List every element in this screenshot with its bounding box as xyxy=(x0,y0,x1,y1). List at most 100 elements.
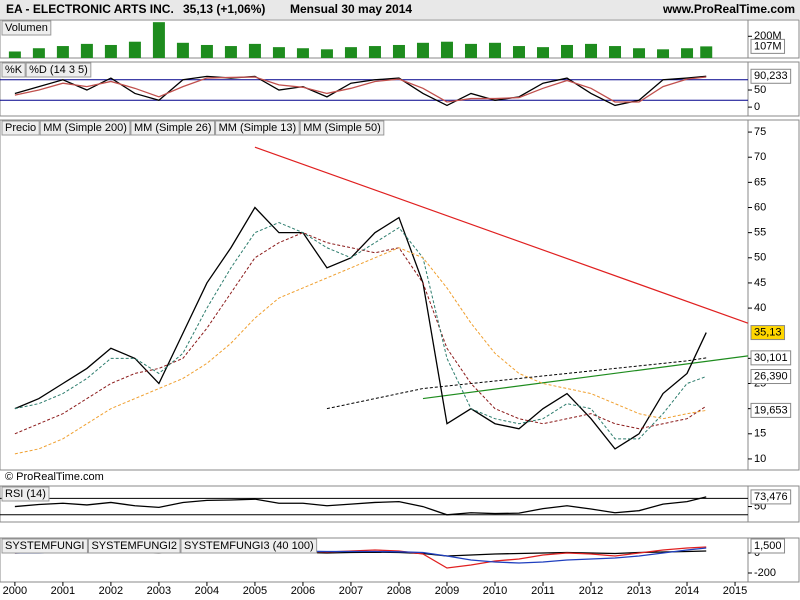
last-value-box xyxy=(750,350,792,366)
last-value-box xyxy=(750,489,792,505)
volume-bar xyxy=(344,47,357,58)
last-value-box xyxy=(750,402,792,418)
volume-bar xyxy=(80,43,93,58)
last-value-label: 26,390 xyxy=(754,370,788,382)
series-line xyxy=(14,222,707,440)
volume-bar xyxy=(633,48,646,58)
x-tick-label: 2001 xyxy=(51,585,75,597)
volume-bar xyxy=(128,41,141,58)
legend-box xyxy=(87,538,181,554)
last-value-box xyxy=(750,538,786,554)
volume-bar xyxy=(296,48,309,58)
header-bar xyxy=(0,0,800,19)
volume-bar xyxy=(561,44,574,58)
period: Mensual 30 may 2014 xyxy=(290,2,412,16)
volume-bar xyxy=(536,47,549,58)
legend-box xyxy=(1,538,88,554)
last-value-label: 73,476 xyxy=(754,491,788,503)
x-tick-label: 2011 xyxy=(531,585,555,597)
series-line xyxy=(14,206,707,450)
trend-line xyxy=(422,355,749,400)
volume-bar xyxy=(248,43,261,58)
legend-box xyxy=(215,120,300,136)
y-tick-label: 50 xyxy=(754,500,766,512)
legend-entry: Precio xyxy=(5,122,36,134)
legend-box xyxy=(1,486,50,502)
last-value-label: 107M xyxy=(754,40,782,52)
legend-entry: MM (Simple 26) xyxy=(134,122,212,134)
x-tick-label: 2007 xyxy=(339,585,363,597)
last-value-box xyxy=(750,68,792,84)
symbol: EA - ELECTRONIC ARTS INC. xyxy=(6,2,174,16)
legend-entry: MM (Simple 200) xyxy=(43,122,127,134)
volume-bar xyxy=(200,44,213,58)
y-tick-label: 15 xyxy=(754,428,766,440)
last-value-label: 90,233 xyxy=(754,70,788,82)
trend-line xyxy=(254,146,749,324)
last-value-box xyxy=(750,38,786,54)
legend-entry: SYSTEMFUNGI3 (40 100) xyxy=(184,540,314,552)
legend-box xyxy=(1,20,52,36)
x-tick-label: 2008 xyxy=(387,585,411,597)
volume-bar xyxy=(104,44,117,58)
legend-box xyxy=(299,120,385,136)
y-tick-label: 40 xyxy=(754,302,766,314)
x-tick-label: 2014 xyxy=(675,585,699,597)
site: www.ProRealTime.com xyxy=(662,2,795,16)
y-tick-label: 55 xyxy=(754,227,766,239)
volume-bar xyxy=(368,46,381,58)
y-tick-label: 75 xyxy=(754,126,766,138)
legend-entry: SYSTEMFUNGI xyxy=(5,540,84,552)
panel-frame xyxy=(0,537,800,583)
volume-bar xyxy=(464,43,477,58)
x-tick-label: 2000 xyxy=(3,585,27,597)
last-value-box xyxy=(750,369,792,385)
series-line xyxy=(14,76,707,103)
last-value-label: 1,500 xyxy=(754,540,782,552)
copyright: © ProRealTime.com xyxy=(5,471,104,483)
legend-box xyxy=(180,538,318,554)
y-tick-label: 50 xyxy=(754,252,766,264)
series-line xyxy=(14,247,707,455)
volume-bar xyxy=(609,46,622,58)
volume-bar xyxy=(488,42,501,58)
y-tick-label: 70 xyxy=(754,151,766,163)
x-tick-label: 2015 xyxy=(723,585,747,597)
volume-bar xyxy=(32,48,45,58)
y-tick-label: -200 xyxy=(754,567,776,579)
x-tick-label: 2009 xyxy=(435,585,459,597)
legend-entry: RSI (14) xyxy=(5,488,46,500)
volume-bar xyxy=(272,47,285,58)
volume-bar xyxy=(8,51,21,58)
last-value-box xyxy=(750,325,786,341)
legend-entry: %K xyxy=(5,64,23,76)
legend-box xyxy=(130,120,216,136)
volume-bar xyxy=(657,49,670,58)
y-tick-label: 50 xyxy=(754,84,766,96)
panel-frame xyxy=(0,61,800,117)
y-tick-label: 45 xyxy=(754,277,766,289)
volume-bar xyxy=(512,46,525,58)
x-tick-label: 2006 xyxy=(291,585,315,597)
series-line xyxy=(326,357,707,410)
legend-box xyxy=(1,120,40,136)
y-tick-label: 0 xyxy=(754,101,760,113)
volume-bar xyxy=(416,42,429,58)
legend-entry: Volumen xyxy=(5,22,48,34)
legend-box xyxy=(25,62,92,78)
x-tick-label: 2003 xyxy=(147,585,171,597)
legend-entry: %D (14 3 5) xyxy=(29,64,88,76)
y-tick-label: 65 xyxy=(754,176,766,188)
panel-frame xyxy=(0,119,800,471)
last-value-label: 19,653 xyxy=(754,404,788,416)
volume-bar xyxy=(700,46,713,58)
last-value-label: 35,13 xyxy=(754,326,782,338)
volume-bar xyxy=(440,41,453,58)
legend-box xyxy=(39,120,131,136)
x-tick-label: 2004 xyxy=(195,585,219,597)
x-tick-label: 2002 xyxy=(99,585,123,597)
volume-bar xyxy=(224,46,237,58)
x-tick-label: 2010 xyxy=(483,585,507,597)
series-line xyxy=(14,496,707,516)
